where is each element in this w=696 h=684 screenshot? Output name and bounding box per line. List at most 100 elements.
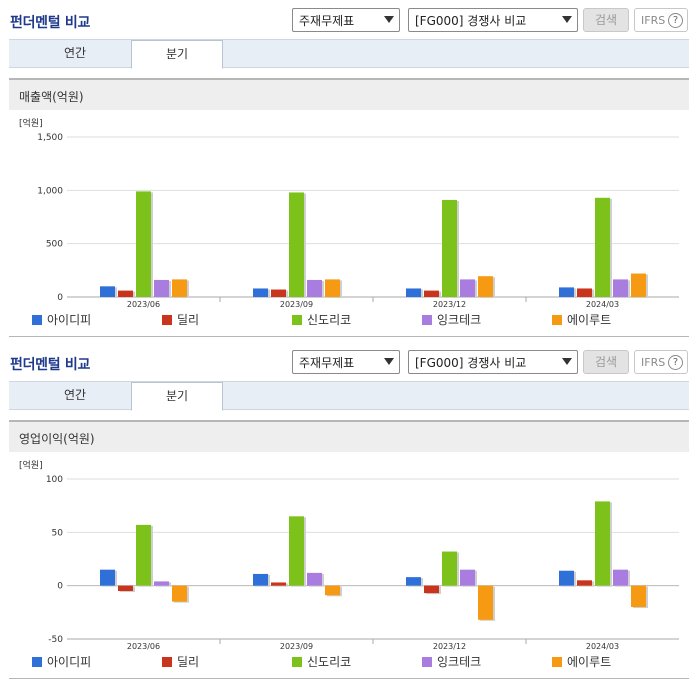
legend-label: 아이디피 [47, 313, 92, 327]
bar-아이디피-2023-09 [253, 573, 268, 586]
legend-item[interactable]: 에이루트 [552, 655, 611, 669]
statement-select[interactable]: 주재무제표 [292, 350, 400, 374]
tab-annual[interactable]: 연간 [63, 388, 87, 402]
peer-select-value: [FG000] 경쟁사 비교 [415, 14, 527, 28]
y-tick-label: 1,000 [37, 186, 63, 196]
bar-신도리코-2023-09 [289, 192, 304, 297]
y-tick-label: 50 [52, 528, 64, 538]
legend-swatch [162, 315, 172, 325]
bar-아이디피-2023-12 [406, 288, 421, 297]
peer-select-value: [FG000] 경쟁사 비교 [415, 356, 527, 370]
x-tick-label: 2023/09 [280, 642, 313, 650]
metric-header: 매출액(억원) [9, 78, 689, 110]
bar-에이루트-2023-06 [172, 585, 187, 602]
bar-신도리코-2024-03 [595, 197, 610, 297]
bar-에이루트-2023-09 [325, 279, 340, 297]
legend-item[interactable]: 신도리코 [292, 655, 351, 669]
legend-swatch [32, 315, 42, 325]
chevron-down-icon [562, 16, 572, 23]
bar-딜리-2024-03 [577, 580, 592, 586]
legend-item[interactable]: 잉크테크 [422, 655, 481, 669]
fundamental-panel-revenue: 펀더멘털 비교 주재무제표 [FG000] 경쟁사 비교 검색 IFRS ? 연… [9, 8, 689, 337]
bar-신도리코-2023-12 [442, 551, 457, 586]
legend-item[interactable]: 아이디피 [32, 655, 91, 669]
legend-label: 신도리코 [307, 313, 352, 327]
help-icon[interactable]: ? [668, 355, 683, 370]
y-tick-label: 500 [46, 240, 63, 250]
ifrs-button[interactable]: IFRS ? [634, 350, 688, 374]
legend-swatch [32, 657, 42, 667]
legend-item[interactable]: 아이디피 [32, 313, 91, 327]
help-icon[interactable]: ? [668, 13, 683, 28]
chart-legend: 아이디피 딜리 신도리코 잉크테크 에이루트 [32, 313, 672, 329]
panel-title: 펀더멘털 비교 [10, 357, 91, 373]
legend-label: 에이루트 [567, 655, 612, 669]
divider [9, 336, 689, 337]
legend-item[interactable]: 딜리 [162, 655, 199, 669]
bar-신도리코-2024-03 [595, 501, 610, 586]
statement-select[interactable]: 주재무제표 [292, 8, 400, 32]
divider [9, 678, 689, 679]
bar-아이디피-2023-12 [406, 577, 421, 586]
bar-아이디피-2023-06 [100, 286, 115, 297]
legend-swatch [292, 657, 302, 667]
ifrs-button[interactable]: IFRS ? [634, 8, 688, 32]
metric-label: 매출액(억원) [19, 90, 84, 104]
y-tick-label: 100 [46, 475, 63, 485]
x-tick-label: 2023/09 [280, 300, 313, 308]
legend-label: 잉크테크 [437, 313, 482, 327]
x-tick-label: 2024/03 [586, 300, 619, 308]
tab-quarterly[interactable]: 분기 [131, 40, 223, 69]
metric-header: 영업이익(억원) [9, 420, 689, 452]
legend-label: 아이디피 [47, 655, 92, 669]
bar-잉크테크-2024-03 [613, 279, 628, 297]
bar-신도리코-2023-06 [136, 191, 151, 297]
peer-select[interactable]: [FG000] 경쟁사 비교 [408, 8, 578, 32]
bar-에이루트-2023-06 [172, 279, 187, 297]
legend-swatch [422, 657, 432, 667]
bar-에이루트-2023-12 [478, 276, 493, 297]
legend-swatch [552, 315, 562, 325]
bar-신도리코-2023-09 [289, 516, 304, 586]
y-unit-label: [억원] [19, 117, 43, 129]
bar-아이디피-2023-09 [253, 288, 268, 297]
tab-quarterly[interactable]: 분기 [131, 382, 223, 411]
legend-label: 잉크테크 [437, 655, 482, 669]
legend-item[interactable]: 딜리 [162, 313, 199, 327]
fundamental-panel-operating-profit: 펀더멘털 비교 주재무제표 [FG000] 경쟁사 비교 검색 IFRS ? 연… [0, 342, 696, 684]
statement-select-value: 주재무제표 [299, 356, 355, 370]
bar-잉크테크-2023-12 [460, 279, 475, 297]
bar-에이루트-2024-03 [631, 585, 646, 607]
bar-잉크테크-2023-12 [460, 569, 475, 586]
peer-select[interactable]: [FG000] 경쟁사 비교 [408, 350, 578, 374]
x-tick-label: 2023/12 [433, 642, 466, 650]
bar-딜리-2023-12 [424, 585, 439, 594]
legend-label: 딜리 [177, 655, 200, 669]
ifrs-label: IFRS [641, 14, 666, 27]
tab-annual[interactable]: 연간 [63, 46, 87, 60]
legend-item[interactable]: 에이루트 [552, 313, 611, 327]
y-tick-label: 0 [57, 582, 63, 592]
chevron-down-icon [384, 358, 394, 365]
bar-딜리-2023-09 [271, 582, 286, 586]
bar-아이디피-2023-06 [100, 569, 115, 586]
bar-아이디피-2024-03 [559, 287, 574, 297]
bar-딜리-2024-03 [577, 288, 592, 297]
legend-label: 딜리 [177, 313, 200, 327]
legend-swatch [292, 315, 302, 325]
bar-잉크테크-2023-09 [307, 279, 322, 297]
x-tick-label: 2024/03 [586, 642, 619, 650]
y-tick-label: -50 [48, 635, 63, 645]
legend-item[interactable]: 신도리코 [292, 313, 351, 327]
bar-아이디피-2024-03 [559, 570, 574, 586]
y-tick-label: 0 [57, 293, 63, 303]
search-button[interactable]: 검색 [583, 350, 629, 374]
revenue-bar-chart: [억원] 0 500 1,000 1,500 2023/06 2023/09 2023/12 2… [19, 117, 679, 308]
legend-item[interactable]: 잉크테크 [422, 313, 481, 327]
bar-잉크테크-2023-06 [154, 581, 169, 586]
operating-profit-bar-chart: [억원] -50 0 50 100 2023/06 2023/09 2023/12 2024/0… [19, 459, 679, 650]
search-button[interactable]: 검색 [583, 8, 629, 32]
bar-딜리-2023-09 [271, 289, 286, 297]
legend-swatch [162, 657, 172, 667]
x-tick-label: 2023/06 [127, 300, 160, 308]
